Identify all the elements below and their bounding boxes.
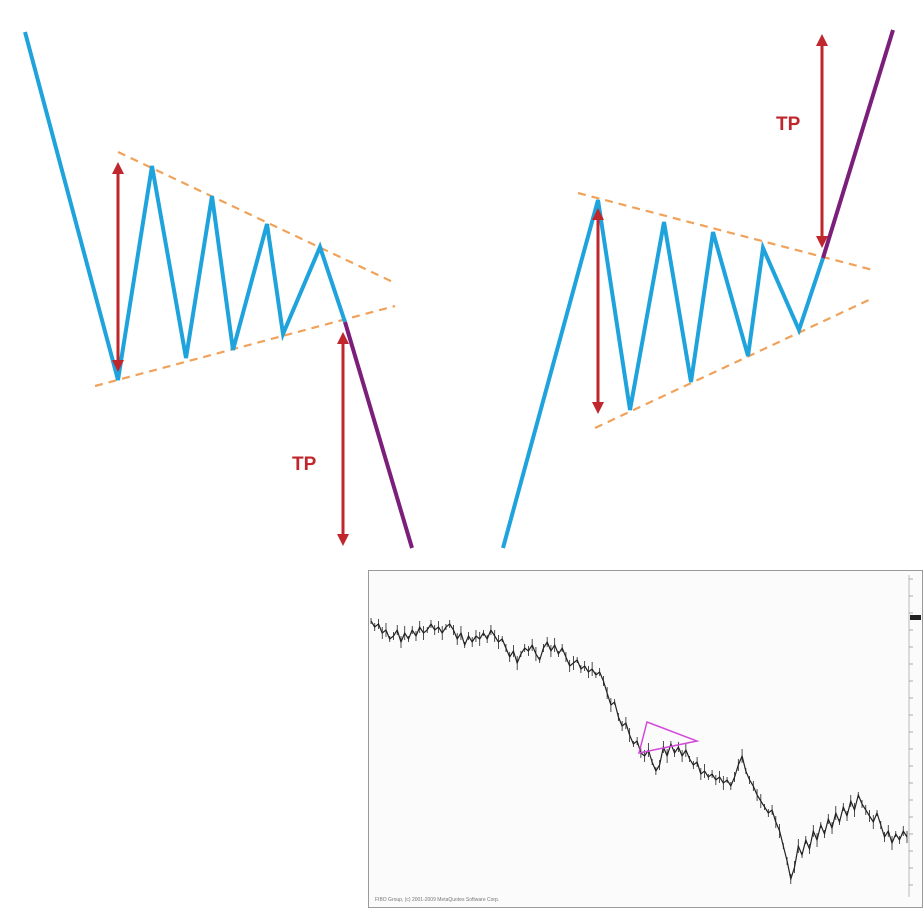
right-upper-trendline <box>577 191 874 272</box>
right-breakout-line <box>821 29 895 259</box>
right-lower-trendline <box>594 297 874 429</box>
chart-copyright: FIBO Group, (c) 2001-2009 MetaQuotes Sof… <box>375 897 500 903</box>
price-axis-ticks <box>909 578 913 886</box>
price-series-line <box>370 620 908 882</box>
left-lower-trendline <box>94 304 396 388</box>
left-pattern: TP <box>23 31 414 549</box>
right-pattern: TP <box>501 29 895 549</box>
left-price-zigzag <box>23 31 347 381</box>
left-tp-label: TP <box>292 454 317 475</box>
triangle-pattern-marker <box>637 721 700 754</box>
triangle-pattern-diagram: TP TP <box>23 29 895 549</box>
price-chart-plot <box>370 575 921 897</box>
left-breakout-line <box>343 321 414 549</box>
right-tp-label: TP <box>776 114 801 135</box>
left-upper-trendline <box>117 151 396 284</box>
current-price-marker <box>910 615 921 620</box>
price-series-points <box>370 618 908 884</box>
right-price-zigzag <box>501 199 825 549</box>
price-chart: FIBO Group, (c) 2001-2009 MetaQuotes Sof… <box>368 570 923 908</box>
